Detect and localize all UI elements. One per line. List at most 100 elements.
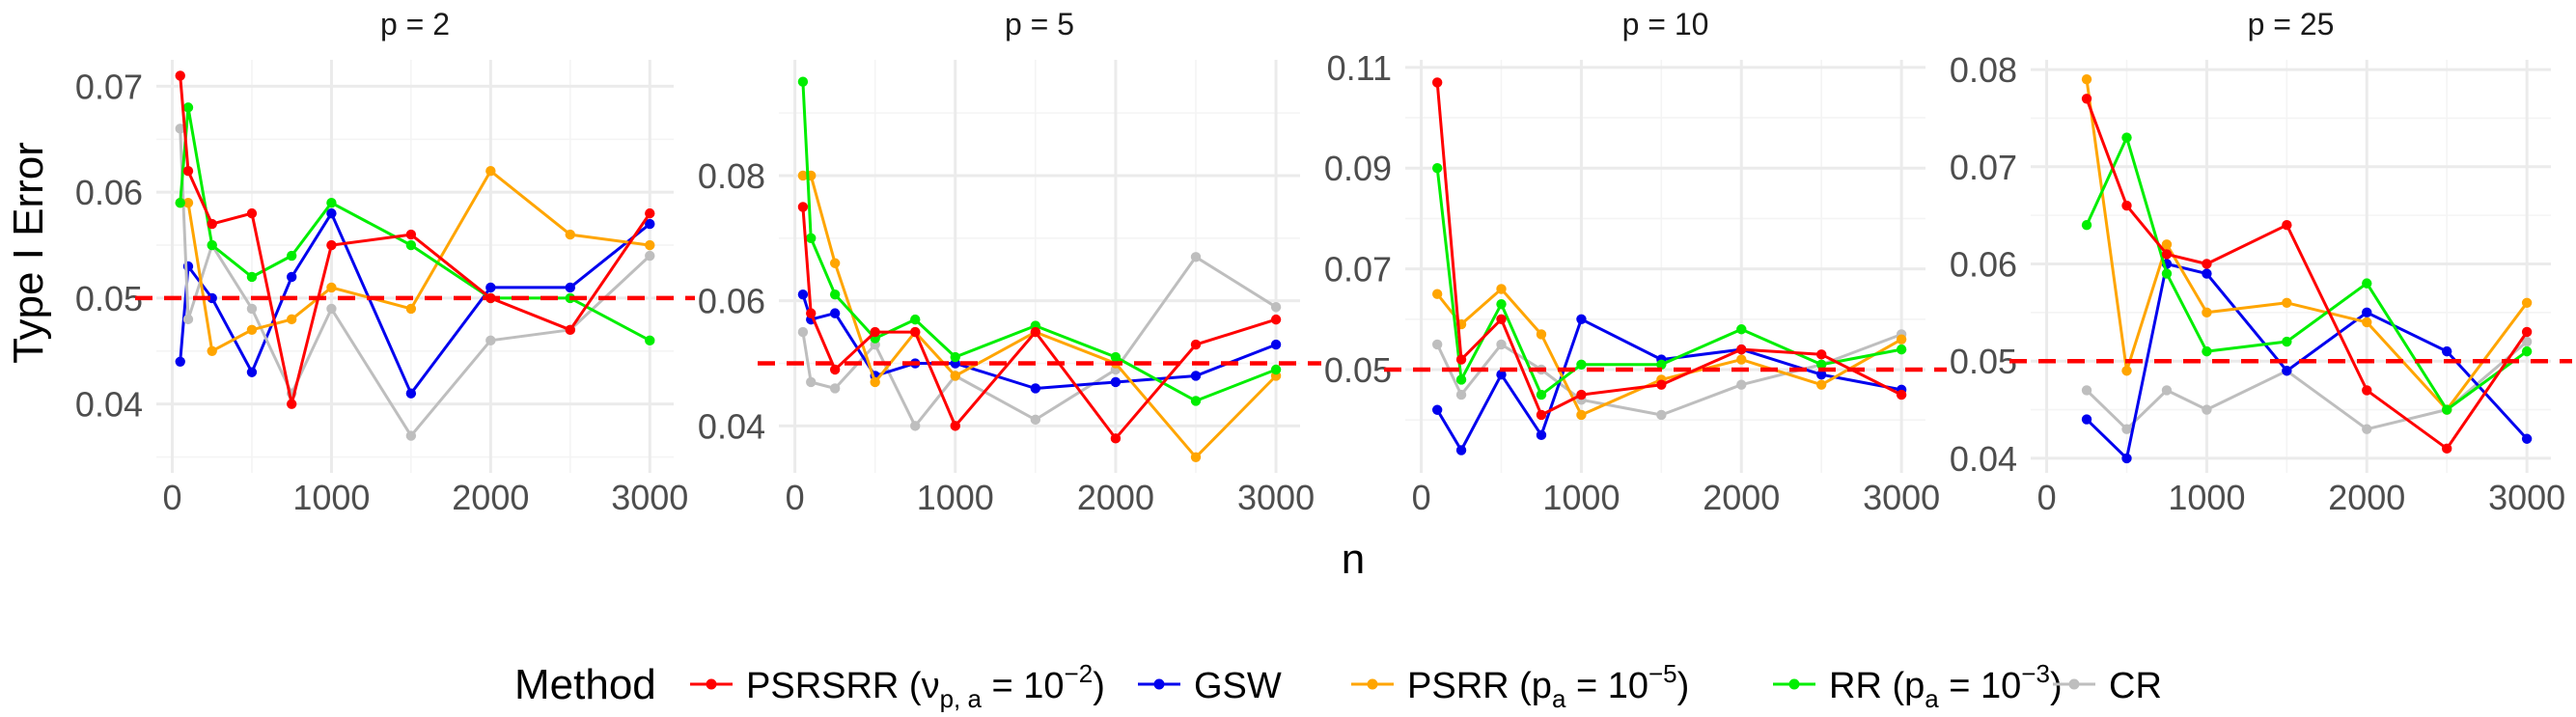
data-point-cr xyxy=(2161,385,2173,396)
data-point-psrr xyxy=(1576,409,1587,421)
data-point-psrr xyxy=(405,303,417,315)
data-point-psrsrr xyxy=(207,218,217,230)
data-point-rr xyxy=(405,239,417,251)
data-point-psrr xyxy=(645,239,655,251)
series-psrr xyxy=(1431,284,1907,421)
y-tick-label: 0.06 xyxy=(1950,244,2017,284)
y-tick-label: 0.04 xyxy=(75,385,143,425)
data-point-rr xyxy=(1496,298,1507,310)
data-point-gsw xyxy=(2521,433,2533,444)
x-tick-label: 1000 xyxy=(1542,478,1620,517)
data-point-cr xyxy=(405,430,417,441)
data-point-psrsrr xyxy=(565,324,575,336)
data-point-psrsrr xyxy=(797,202,809,212)
data-point-psrr xyxy=(1496,284,1507,294)
series-line-rr xyxy=(179,105,651,343)
data-point-cr xyxy=(645,250,655,262)
data-point-rr xyxy=(2282,336,2292,347)
legend-key-point xyxy=(1153,678,1165,690)
data-point-rr xyxy=(1896,344,1907,355)
data-point-psrsrr xyxy=(405,229,417,240)
y-tick-label: 0.08 xyxy=(698,156,765,196)
series-line-psrsrr xyxy=(1435,82,1902,417)
data-point-cr xyxy=(2202,404,2212,415)
data-point-rr xyxy=(1536,389,1547,400)
data-point-rr xyxy=(829,289,841,300)
series-psrsrr xyxy=(175,70,655,409)
data-point-gsw xyxy=(2121,453,2132,464)
facet-panels: p = 2 0 1000 2000 3000 0.04 0.05 0.06 0.07 p = 5 0… xyxy=(75,7,2572,517)
panel-strip-label: p = 25 xyxy=(2248,7,2335,41)
data-point-psrsrr xyxy=(1110,433,1122,444)
data-point-rr xyxy=(950,351,960,363)
data-point-gsw xyxy=(405,388,417,399)
data-point-rr xyxy=(1576,359,1587,370)
data-point-psrr xyxy=(485,166,496,177)
series-line-cr xyxy=(801,255,1277,427)
data-point-psrr xyxy=(2161,239,2173,250)
data-point-psrr xyxy=(207,345,217,356)
data-point-gsw xyxy=(1110,376,1122,388)
x-tick-label: 1000 xyxy=(917,478,994,517)
legend-entry-rr: RR (pa = 10−3) xyxy=(1773,659,2063,713)
x-tick-label: 0 xyxy=(162,478,181,517)
data-point-cr xyxy=(797,326,809,338)
data-point-rr xyxy=(2121,132,2132,143)
legend-label: PSRSRR (νp, a = 10−2) xyxy=(746,659,1105,712)
data-point-cr xyxy=(2121,424,2132,434)
x-tick-label: 2000 xyxy=(452,478,529,517)
series-psrr xyxy=(2081,73,2533,415)
series-line-psrr xyxy=(802,174,1278,459)
data-point-psrsrr xyxy=(175,70,185,81)
data-point-gsw xyxy=(1536,429,1547,441)
panel-4: p = 25 0 1000 2000 3000 0.04 0.05 0.06 0.07 0.08 xyxy=(1950,7,2572,517)
data-point-rr xyxy=(182,102,194,113)
data-point-rr xyxy=(246,271,258,283)
series-line-psrr xyxy=(180,169,651,353)
legend-label: GSW xyxy=(1194,666,1282,706)
data-point-psrr xyxy=(1431,289,1443,299)
data-point-rr xyxy=(1816,359,1827,370)
data-point-psrr xyxy=(1736,354,1747,365)
x-tick-label: 3000 xyxy=(1863,478,1940,517)
data-point-psrsrr xyxy=(1190,339,1202,350)
data-point-cr xyxy=(326,303,337,315)
data-point-psrsrr xyxy=(806,308,817,318)
data-point-rr xyxy=(207,239,217,251)
data-point-gsw xyxy=(485,282,496,293)
x-tick-label: 3000 xyxy=(2488,478,2565,517)
series-psrsrr xyxy=(797,202,1282,444)
legend-key-point xyxy=(2068,678,2080,690)
series-line-psrsrr xyxy=(801,207,1277,440)
data-point-rr xyxy=(1736,324,1747,335)
x-tick-label: 3000 xyxy=(611,478,688,517)
data-point-gsw xyxy=(1270,339,1282,350)
data-point-cr xyxy=(2081,385,2092,396)
y-tick-label: 0.05 xyxy=(1950,342,2017,381)
data-point-psrsrr xyxy=(1431,77,1443,88)
x-tick-label: 0 xyxy=(1412,478,1431,517)
x-tick-label: 0 xyxy=(2037,478,2057,517)
data-point-gsw xyxy=(1816,370,1827,380)
data-point-rr xyxy=(1190,396,1202,406)
data-point-rr xyxy=(645,335,655,346)
data-point-psrr xyxy=(2121,366,2132,376)
data-point-psrsrr xyxy=(182,166,194,177)
data-point-rr xyxy=(1431,163,1443,174)
data-point-rr xyxy=(910,314,921,325)
data-point-psrr xyxy=(1896,334,1907,345)
data-point-psrsrr xyxy=(1816,349,1827,360)
data-point-psrsrr xyxy=(1576,389,1587,400)
panel-3: p = 10 0 1000 2000 3000 0.05 0.07 0.09 0.11 xyxy=(1324,7,1947,517)
y-tick-label: 0.05 xyxy=(75,279,143,318)
legend-key-point xyxy=(706,678,717,690)
y-axis-title: Type I Error xyxy=(5,142,52,364)
legend-entry-cr: CR xyxy=(2053,666,2162,706)
series-line-psrsrr xyxy=(2085,97,2529,451)
data-point-rr xyxy=(2362,278,2372,289)
x-tick-label: 2000 xyxy=(1077,478,1154,517)
data-point-psrr xyxy=(2202,307,2212,318)
data-point-gsw xyxy=(326,207,337,219)
data-point-cr xyxy=(246,303,258,315)
